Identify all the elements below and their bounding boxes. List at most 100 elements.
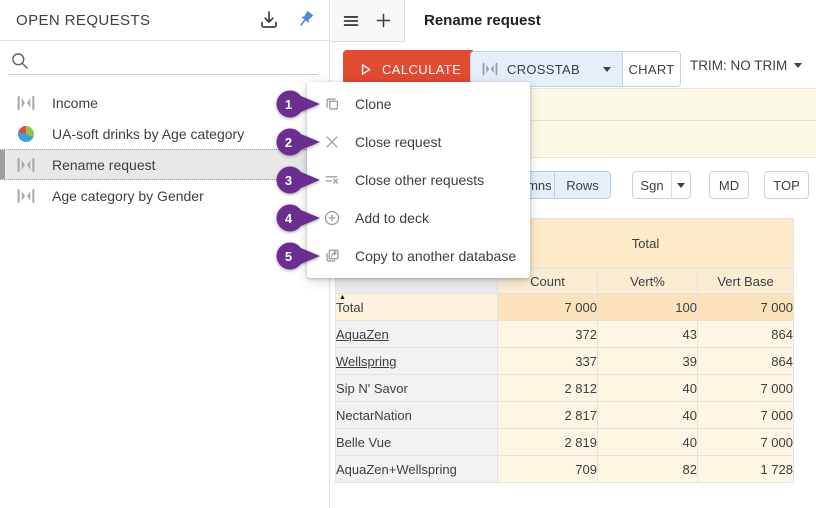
menu-icon[interactable]: [341, 11, 361, 31]
row-label[interactable]: NectarNation: [336, 402, 498, 429]
table-cell: 864: [698, 348, 794, 375]
pin-icon[interactable]: [293, 8, 317, 32]
sgn-button[interactable]: Sgn: [632, 171, 691, 199]
add-tab-icon[interactable]: [374, 11, 393, 30]
row-label[interactable]: ▲Total: [336, 294, 498, 321]
chevron-down-icon: [794, 63, 802, 68]
table-cell: 7 000: [698, 402, 794, 429]
sidebar-item-ua-soft-drinks-by-age-category[interactable]: UA-soft drinks by Age category: [0, 118, 329, 149]
row-label[interactable]: AquaZen: [336, 321, 498, 348]
chevron-down-icon: [603, 67, 611, 72]
md-button[interactable]: MD: [709, 171, 749, 199]
table-cell: 40: [598, 429, 698, 456]
table-cell: 864: [698, 321, 794, 348]
request-label: Rename request: [52, 157, 156, 173]
table-row-total: ▲Total7 0001007 000: [336, 294, 794, 321]
table-cell: 1 728: [698, 456, 794, 483]
rows-label: Rows: [566, 178, 599, 193]
search-icon: [10, 51, 29, 70]
table-row-nectarnation: NectarNation2 817407 000: [336, 402, 794, 429]
close-icon: [322, 133, 342, 151]
table-span-header: Total: [498, 219, 794, 269]
request-label: Age category by Gender: [52, 188, 204, 204]
md-label: MD: [719, 178, 739, 193]
close-other-icon: [322, 171, 342, 189]
app-window: OPEN REQUESTS: [0, 0, 816, 508]
tab-strip: [331, 0, 405, 42]
request-label: UA-soft drinks by Age category: [52, 126, 244, 142]
chevron-down-icon: [677, 183, 685, 188]
table-row-belle-vue: Belle Vue2 819407 000: [336, 429, 794, 456]
trim-label: TRIM: NO TRIM: [690, 58, 787, 73]
table-cell: 7 000: [698, 294, 794, 321]
trim-dropdown[interactable]: TRIM: NO TRIM: [690, 58, 802, 73]
table-row-aquazen: AquaZen 37243864: [336, 321, 794, 348]
menu-item-label: Add to deck: [355, 210, 429, 226]
sidebar-item-rename-request[interactable]: Rename request: [0, 149, 329, 180]
column-header-vert-base[interactable]: Vert Base: [698, 269, 794, 294]
copy-arrow-icon: [322, 247, 342, 265]
sidebar-item-age-category-by-gender[interactable]: Age category by Gender: [0, 180, 329, 211]
top-label: TOP: [773, 178, 800, 193]
table-cell: 100: [598, 294, 698, 321]
sort-indicator: ▲: [339, 294, 346, 302]
menu-item-close-other-requests[interactable]: 3Close other requests: [307, 161, 530, 199]
chart-label: CHART: [628, 62, 674, 77]
table-cell: 2 819: [498, 429, 598, 456]
table-row-aquazen-wellspring: AquaZen+Wellspring709821 728: [336, 456, 794, 483]
tab-chart[interactable]: CHART: [622, 52, 680, 86]
clone-icon: [322, 95, 342, 113]
crosstab-icon: [482, 62, 498, 76]
search-field[interactable]: [8, 47, 318, 75]
table-cell: 2 817: [498, 402, 598, 429]
add-circle-icon: [322, 209, 342, 227]
rows-toggle[interactable]: Rows: [554, 172, 610, 198]
table-cell: 2 812: [498, 375, 598, 402]
table-cell: 372: [498, 321, 598, 348]
table-cell: 40: [598, 402, 698, 429]
table-cell: 7 000: [498, 294, 598, 321]
table-cell: 337: [498, 348, 598, 375]
pie-icon: [16, 126, 36, 142]
crosstab-label: CROSSTAB: [507, 62, 580, 77]
page-title: Rename request: [424, 12, 541, 29]
row-label[interactable]: Belle Vue: [336, 429, 498, 456]
table-cell: 7 000: [698, 375, 794, 402]
menu-item-clone[interactable]: 1Clone: [307, 85, 530, 123]
menu-item-add-to-deck[interactable]: 4Add to deck: [307, 199, 530, 237]
context-menu: 1Clone2Close request3Close other request…: [307, 82, 530, 278]
sgn-label: Sgn: [633, 178, 671, 193]
crosstab-icon: [16, 188, 36, 204]
row-label-link[interactable]: AquaZen: [336, 327, 389, 342]
menu-item-label: Close request: [355, 134, 441, 150]
table-cell: 82: [598, 456, 698, 483]
tab-crosstab[interactable]: CROSSTAB: [471, 52, 622, 86]
table-cell: 709: [498, 456, 598, 483]
sidebar-item-income[interactable]: Income: [0, 87, 329, 118]
download-icon[interactable]: [257, 8, 281, 32]
column-header-vert[interactable]: Vert%: [598, 269, 698, 294]
menu-item-copy-to-another-database[interactable]: 5Copy to another database: [307, 237, 530, 275]
row-label[interactable]: AquaZen+Wellspring: [336, 456, 498, 483]
crosstab-icon: [16, 95, 36, 111]
table-row-sip-n-savor: Sip N' Savor2 812407 000: [336, 375, 794, 402]
table-row-wellspring: Wellspring 33739864: [336, 348, 794, 375]
play-icon: [357, 61, 374, 78]
request-list: Income UA-soft drinks by Age category Rena…: [0, 87, 329, 211]
crosstab-icon: [16, 157, 36, 173]
menu-item-label: Copy to another database: [355, 248, 516, 264]
menu-item-label: Clone: [355, 96, 392, 112]
table-cell: 40: [598, 375, 698, 402]
menu-item-label: Close other requests: [355, 172, 484, 188]
row-label-link[interactable]: Wellspring: [336, 354, 396, 369]
row-label[interactable]: Wellspring: [336, 348, 498, 375]
table-cell: 39: [598, 348, 698, 375]
request-label: Income: [52, 95, 98, 111]
top-button[interactable]: TOP: [764, 171, 809, 199]
sgn-dropdown[interactable]: [671, 172, 690, 198]
table-cell: 43: [598, 321, 698, 348]
row-label[interactable]: Sip N' Savor: [336, 375, 498, 402]
sidebar-title: OPEN REQUESTS: [16, 12, 257, 29]
menu-item-close-request[interactable]: 2Close request: [307, 123, 530, 161]
calculate-label: CALCULATE: [382, 62, 461, 77]
